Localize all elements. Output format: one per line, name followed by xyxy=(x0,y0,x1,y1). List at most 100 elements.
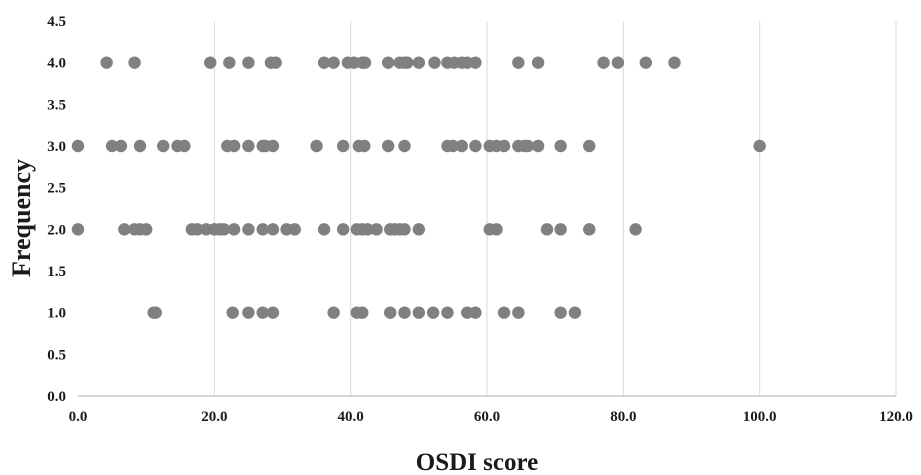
y-tick-label: 4.0 xyxy=(47,56,66,72)
data-point xyxy=(317,223,331,236)
y-tick-labels: 0.0 0.5 1.0 1.5 2.0 2.5 3.0 3.5 4.0 4.5 xyxy=(47,14,66,405)
data-point xyxy=(611,56,625,69)
y-tick-label: 2.5 xyxy=(47,181,66,197)
data-point xyxy=(133,139,147,153)
data-point xyxy=(568,306,582,319)
data-point xyxy=(753,139,766,153)
data-point xyxy=(398,139,411,153)
data-point xyxy=(412,223,426,236)
data-point xyxy=(629,223,642,236)
data-point xyxy=(242,223,255,236)
data-point xyxy=(217,223,231,236)
x-axis-title: OSDI score xyxy=(416,449,538,475)
data-point xyxy=(554,306,567,319)
x-tick-label: 80.0 xyxy=(610,409,636,425)
data-point xyxy=(370,223,383,236)
data-point xyxy=(105,139,119,153)
x-tick-label: 20.0 xyxy=(201,409,227,425)
data-point xyxy=(469,139,482,153)
data-point xyxy=(336,223,350,236)
y-tick-label: 0.5 xyxy=(47,347,66,363)
y-tick-label: 0.0 xyxy=(47,389,66,405)
data-point xyxy=(381,139,395,153)
data-point xyxy=(149,306,162,319)
data-point xyxy=(469,306,482,319)
x-tick-label: 0.0 xyxy=(69,409,88,425)
data-point xyxy=(554,223,567,236)
y-tick-label: 3.0 xyxy=(47,139,66,155)
data-point xyxy=(597,56,610,69)
data-point xyxy=(71,139,85,153)
data-point xyxy=(428,56,441,69)
data-point xyxy=(401,56,414,69)
data-points xyxy=(71,56,766,319)
data-point xyxy=(178,139,191,153)
x-tick-label: 120.0 xyxy=(879,409,913,425)
data-point xyxy=(398,223,411,236)
data-point xyxy=(497,306,511,319)
data-point xyxy=(497,139,511,153)
data-point xyxy=(412,56,426,69)
x-tick-label: 60.0 xyxy=(474,409,500,425)
data-point xyxy=(358,56,372,69)
data-point xyxy=(227,139,241,153)
data-point xyxy=(327,56,340,69)
data-point xyxy=(426,306,440,319)
data-point xyxy=(266,223,280,236)
data-point xyxy=(441,306,454,319)
x-tick-labels: 0.0 20.0 40.0 60.0 80.0 100.0 120.0 xyxy=(69,409,913,425)
data-point xyxy=(227,223,241,236)
data-point xyxy=(381,56,395,69)
data-point xyxy=(327,306,340,319)
data-point xyxy=(242,306,255,319)
x-tick-label: 100.0 xyxy=(743,409,777,425)
data-point xyxy=(317,56,331,69)
data-point xyxy=(583,139,596,153)
data-point xyxy=(242,56,255,69)
data-point xyxy=(554,139,567,153)
y-tick-label: 1.5 xyxy=(47,264,66,280)
data-point xyxy=(531,139,545,153)
data-point xyxy=(256,306,269,319)
data-point xyxy=(269,56,282,69)
data-point xyxy=(358,139,371,153)
data-point xyxy=(266,306,280,319)
data-point xyxy=(128,56,141,69)
data-point xyxy=(336,139,350,153)
y-tick-label: 1.0 xyxy=(47,306,66,322)
data-point xyxy=(157,139,170,153)
data-point xyxy=(242,139,255,153)
data-point xyxy=(310,139,323,153)
data-point xyxy=(118,223,131,236)
data-point xyxy=(100,56,113,69)
data-point xyxy=(226,306,239,319)
data-point xyxy=(412,306,426,319)
data-point xyxy=(114,139,128,153)
data-point xyxy=(512,306,525,319)
data-point xyxy=(361,223,374,236)
y-tick-label: 3.5 xyxy=(47,97,66,113)
data-point xyxy=(266,139,280,153)
data-point xyxy=(668,56,681,69)
data-point xyxy=(398,306,411,319)
data-point xyxy=(256,223,269,236)
data-point xyxy=(288,223,301,236)
data-point xyxy=(455,139,468,153)
y-tick-label: 4.5 xyxy=(47,14,66,30)
data-point xyxy=(71,223,85,236)
data-point xyxy=(469,56,482,69)
data-point xyxy=(521,139,535,153)
data-point xyxy=(139,223,153,236)
y-axis-title: Frequency xyxy=(7,159,36,277)
data-point xyxy=(583,223,596,236)
grid-lines xyxy=(213,21,897,396)
data-point xyxy=(356,306,369,319)
x-tick-label: 40.0 xyxy=(338,409,364,425)
data-point xyxy=(639,56,653,69)
data-point xyxy=(490,223,503,236)
data-point xyxy=(191,223,204,236)
data-point xyxy=(223,56,236,69)
y-tick-label: 2.0 xyxy=(47,222,66,238)
data-point xyxy=(512,56,525,69)
